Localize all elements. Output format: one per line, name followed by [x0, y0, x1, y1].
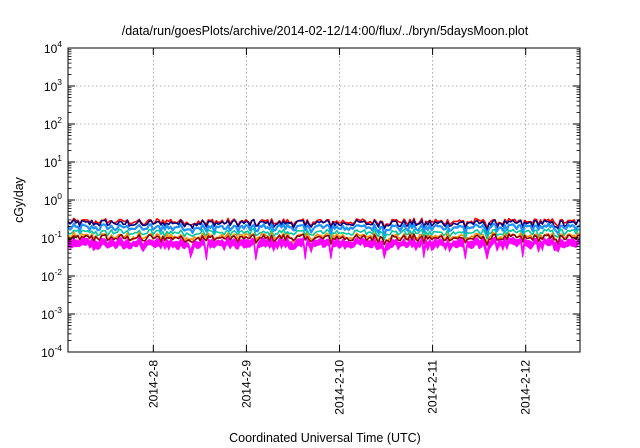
series-line	[67, 222, 581, 237]
grid	[68, 48, 580, 352]
y-tick-label: 101	[44, 153, 62, 170]
y-tick-label: 10-1	[41, 229, 62, 246]
x-tick-label: 2014-2-11	[426, 360, 440, 414]
y-tick-label: 100	[44, 191, 62, 208]
y-tick-label: 10-3	[41, 305, 62, 322]
y-tick-label: 10-4	[41, 343, 62, 360]
y-axis-label: cGy/day	[12, 176, 26, 223]
series-line	[67, 218, 581, 233]
series-group	[67, 217, 581, 261]
x-axis-label: Coordinated Universal Time (UTC)	[229, 431, 421, 445]
series-line	[67, 233, 581, 246]
y-axis: 10-4 10-3 10-2 10-1 100 101 102 103 104	[41, 39, 580, 360]
y-tick-label: 10-2	[41, 267, 62, 284]
x-tick-label: 2014-2-12	[519, 360, 533, 415]
y-tick-label: 102	[44, 115, 62, 132]
x-tick-label: 2014-2-10	[333, 360, 347, 415]
x-axis: 2014-2-8 2014-2-9 2014-2-10 2014-2-11 2014-2…	[146, 48, 533, 415]
x-tick-label: 2014-2-8	[146, 360, 160, 408]
chart-title: /data/run/goesPlots/archive/2014-02-12/1…	[122, 24, 529, 38]
x-tick-label: 2014-2-9	[239, 360, 253, 408]
series-line	[67, 227, 581, 241]
y-tick-label: 104	[44, 39, 62, 56]
y-tick-label: 103	[44, 77, 62, 94]
